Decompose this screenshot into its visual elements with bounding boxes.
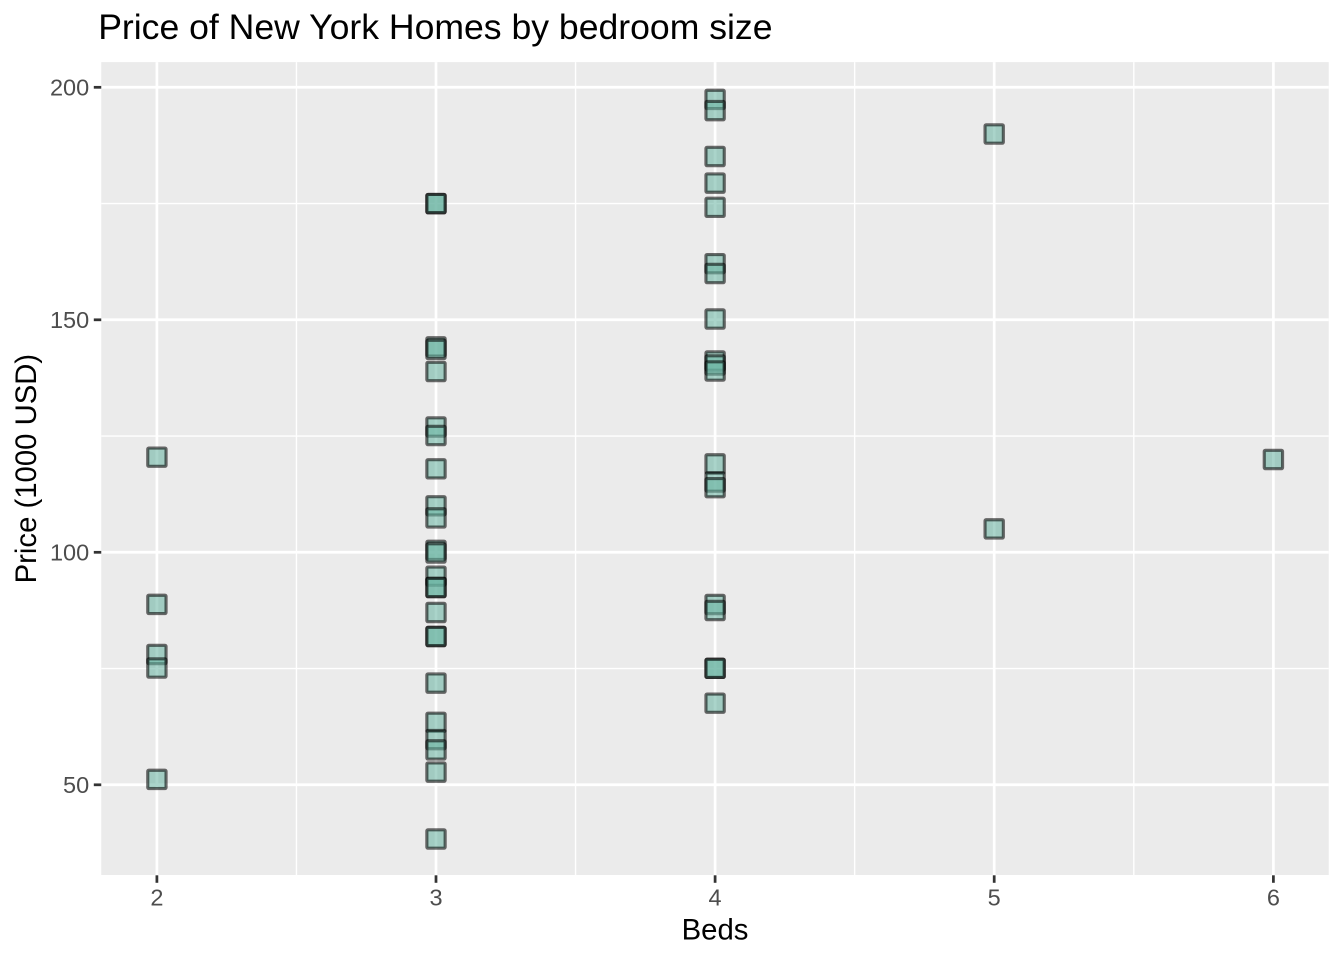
- svg-text:200: 200: [50, 75, 89, 101]
- svg-text:3: 3: [429, 885, 442, 911]
- svg-text:6: 6: [1267, 885, 1280, 911]
- svg-text:2: 2: [150, 885, 163, 911]
- svg-text:100: 100: [50, 540, 89, 566]
- svg-text:Price of New York Homes by bed: Price of New York Homes by bedroom size: [98, 7, 772, 47]
- svg-text:Beds: Beds: [682, 914, 749, 947]
- svg-text:50: 50: [63, 772, 89, 798]
- svg-text:4: 4: [709, 885, 722, 911]
- svg-text:5: 5: [988, 885, 1001, 911]
- svg-text:150: 150: [50, 307, 89, 333]
- svg-text:Price (1000 USD): Price (1000 USD): [10, 354, 43, 584]
